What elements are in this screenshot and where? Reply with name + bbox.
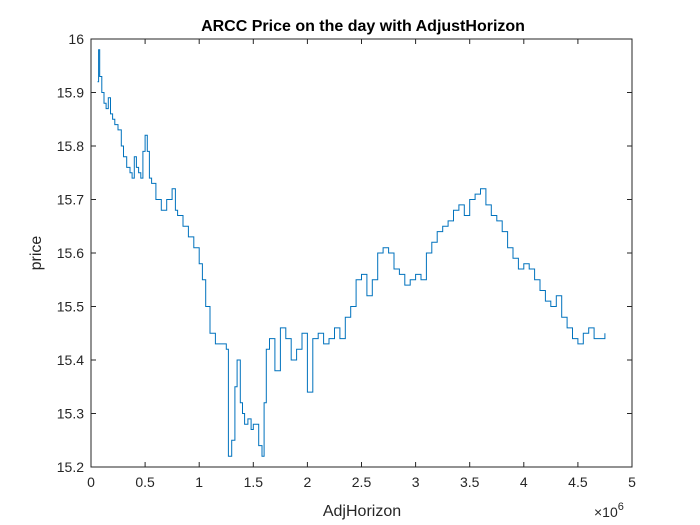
y-tick-label: 15.7 (57, 192, 84, 208)
x-tick-label: 0.5 (135, 474, 155, 490)
x-axis-exponent-power: 6 (618, 501, 624, 513)
x-tick-label: 1 (195, 474, 203, 490)
y-tick-label: 15.8 (57, 138, 84, 154)
x-tick-label: 0 (87, 474, 95, 490)
x-tick-label: 2 (304, 474, 312, 490)
x-axis-exponent-base: ×10 (594, 504, 618, 520)
y-axis-label: price (28, 236, 45, 271)
y-tick-label: 16 (68, 31, 84, 47)
chart-title: ARCC Price on the day with AdjustHorizon (201, 18, 525, 35)
x-tick-label: 4.5 (568, 474, 588, 490)
x-tick-label: 4 (520, 474, 528, 490)
y-tick-label: 15.3 (57, 406, 84, 422)
x-tick-label: 5 (628, 474, 636, 490)
y-tick-label: 15.6 (57, 245, 84, 261)
x-tick-label: 1.5 (244, 474, 264, 490)
x-axis-label: AdjHorizon (323, 503, 401, 520)
y-tick-label: 15.2 (57, 459, 84, 475)
y-tick-label: 15.9 (57, 85, 84, 101)
y-tick-label: 15.4 (57, 352, 84, 368)
x-tick-label: 3.5 (460, 474, 480, 490)
x-tick-label: 2.5 (352, 474, 372, 490)
plot-area (90, 38, 633, 468)
y-tick-label: 15.5 (57, 299, 84, 315)
price-series-line (97, 49, 606, 457)
x-axis-ticks: 0 0.5 1 1.5 2 2.5 3 3.5 4 4.5 5 (87, 39, 636, 490)
y-axis-ticks: 15.2 15.3 15.4 15.5 15.6 15.7 15.8 15.9 16 (57, 31, 632, 475)
x-axis-exponent: ×106 (594, 501, 624, 520)
x-tick-label: 3 (412, 474, 420, 490)
